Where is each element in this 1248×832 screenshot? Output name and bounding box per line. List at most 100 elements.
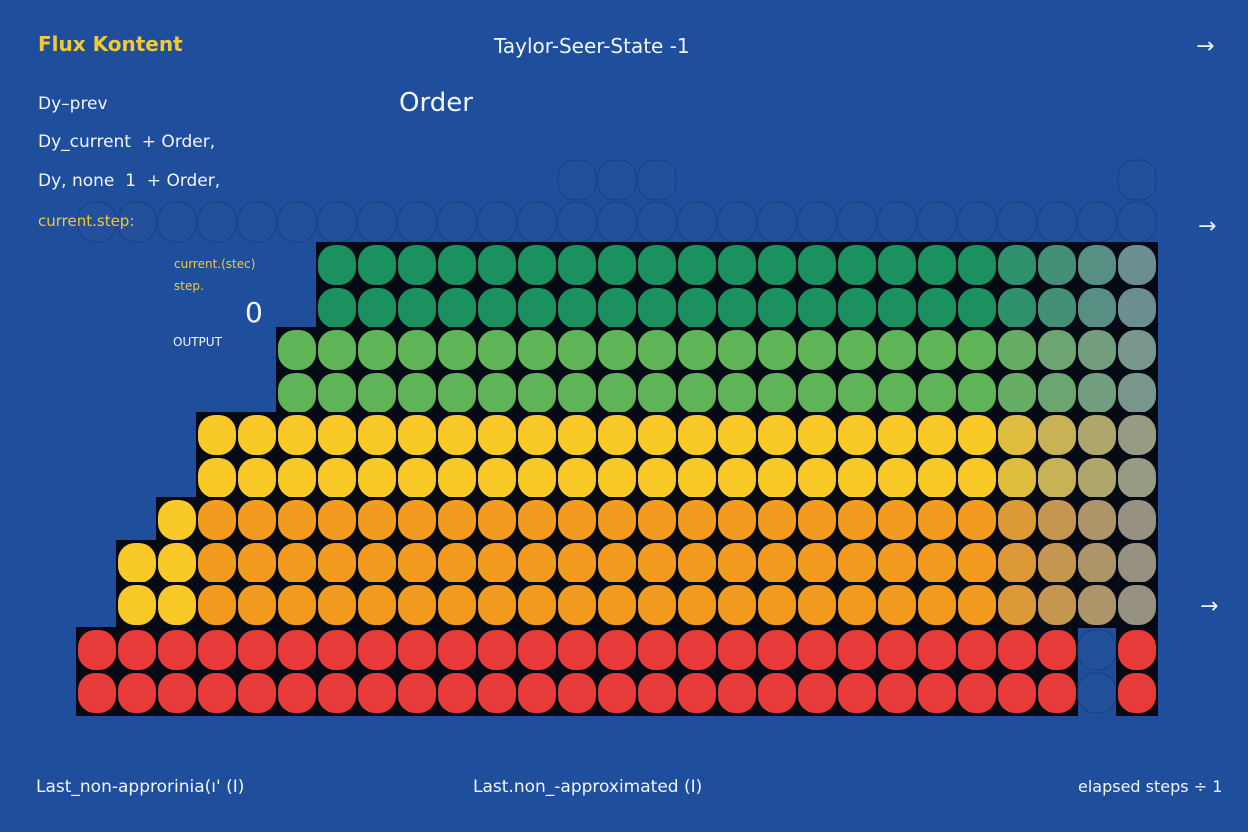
filled-cell	[358, 500, 396, 540]
filled-cell	[318, 500, 356, 540]
filled-cell	[918, 543, 956, 583]
arrow-right-icon[interactable]: →	[1196, 34, 1215, 59]
diagram-title: Taylor-Seer-State -1	[494, 34, 690, 58]
filled-cell	[718, 673, 756, 713]
filled-cell	[518, 415, 556, 455]
filled-cell	[358, 585, 396, 625]
filled-cell	[398, 500, 436, 540]
filled-cell	[278, 458, 316, 498]
empty-cell	[1077, 629, 1117, 671]
filled-cell	[918, 500, 956, 540]
filled-cell	[318, 373, 356, 413]
filled-cell	[598, 630, 636, 670]
filled-cell	[798, 458, 836, 498]
filled-cell	[998, 415, 1036, 455]
filled-cell	[1078, 373, 1116, 413]
filled-cell	[598, 500, 636, 540]
filled-cell	[1118, 288, 1156, 328]
filled-cell	[318, 415, 356, 455]
filled-cell	[918, 415, 956, 455]
filled-cell	[1118, 415, 1156, 455]
filled-cell	[1038, 373, 1076, 413]
filled-cell	[638, 288, 676, 328]
filled-cell	[1038, 585, 1076, 625]
filled-cell	[358, 415, 396, 455]
filled-cell	[1038, 458, 1076, 498]
filled-cell	[438, 673, 476, 713]
filled-cell	[78, 673, 116, 713]
filled-cell	[118, 585, 156, 625]
filled-cell	[358, 630, 396, 670]
filled-cell	[198, 543, 236, 583]
filled-cell	[438, 330, 476, 370]
filled-cell	[1038, 673, 1076, 713]
filled-cell	[758, 458, 796, 498]
filled-cell	[678, 673, 716, 713]
current-step-label: current.step:	[38, 212, 135, 230]
filled-cell	[518, 585, 556, 625]
filled-cell	[638, 245, 676, 285]
filled-cell	[878, 415, 916, 455]
filled-cell	[1038, 543, 1076, 583]
filled-cell	[958, 330, 996, 370]
filled-cell	[878, 458, 916, 498]
filled-cell	[558, 373, 596, 413]
left-line-2: Dy_current + Order,	[38, 132, 216, 152]
empty-cell	[917, 201, 957, 243]
filled-cell	[278, 630, 316, 670]
empty-cell	[317, 201, 357, 243]
filled-cell	[758, 245, 796, 285]
empty-cell	[1037, 201, 1077, 243]
filled-cell	[398, 245, 436, 285]
filled-cell	[478, 543, 516, 583]
filled-cell	[1118, 543, 1156, 583]
filled-cell	[798, 245, 836, 285]
filled-cell	[998, 373, 1036, 413]
arrow-right-icon[interactable]: →	[1200, 594, 1219, 619]
filled-cell	[838, 458, 876, 498]
filled-cell	[278, 373, 316, 413]
filled-cell	[838, 585, 876, 625]
filled-cell	[678, 543, 716, 583]
filled-cell	[838, 630, 876, 670]
filled-cell	[718, 330, 756, 370]
filled-cell	[518, 673, 556, 713]
filled-cell	[318, 288, 356, 328]
empty-cell	[997, 201, 1037, 243]
filled-cell	[1118, 373, 1156, 413]
empty-cell	[157, 201, 197, 243]
filled-cell	[638, 330, 676, 370]
empty-cell	[437, 201, 477, 243]
filled-cell	[478, 245, 516, 285]
filled-cell	[958, 673, 996, 713]
empty-cell	[77, 201, 117, 243]
filled-cell	[398, 585, 436, 625]
empty-cell	[1117, 159, 1157, 201]
filled-cell	[958, 543, 996, 583]
filled-cell	[438, 630, 476, 670]
filled-cell	[518, 373, 556, 413]
empty-cell	[1117, 201, 1157, 243]
filled-cell	[918, 288, 956, 328]
filled-cell	[398, 415, 436, 455]
filled-cell	[1118, 500, 1156, 540]
filled-cell	[798, 673, 836, 713]
filled-cell	[758, 500, 796, 540]
filled-cell	[398, 543, 436, 583]
filled-cell	[158, 500, 196, 540]
filled-cell	[478, 373, 516, 413]
output-label: OUTPUT	[173, 335, 222, 349]
filled-cell	[838, 415, 876, 455]
filled-cell	[758, 630, 796, 670]
filled-cell	[878, 585, 916, 625]
filled-cell	[398, 458, 436, 498]
filled-cell	[278, 415, 316, 455]
filled-cell	[838, 543, 876, 583]
filled-cell	[958, 415, 996, 455]
filled-cell	[798, 585, 836, 625]
filled-cell	[1038, 415, 1076, 455]
filled-cell	[678, 585, 716, 625]
filled-cell	[478, 500, 516, 540]
arrow-right-icon[interactable]: →	[1198, 214, 1217, 239]
filled-cell	[638, 543, 676, 583]
